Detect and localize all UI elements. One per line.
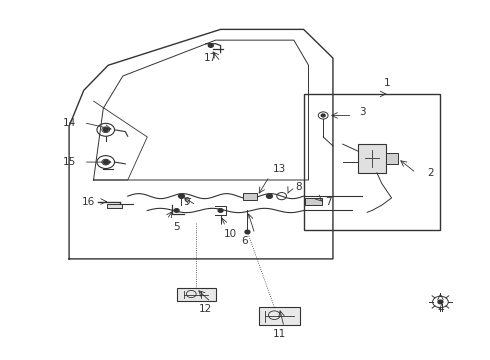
Text: 2: 2 (427, 168, 434, 178)
Circle shape (178, 194, 184, 198)
Bar (107, 204, 122, 208)
Text: 11: 11 (272, 329, 286, 339)
Bar (176, 288, 216, 301)
Text: 15: 15 (63, 157, 76, 167)
Text: 6: 6 (242, 236, 248, 246)
Text: 8: 8 (295, 182, 302, 192)
Circle shape (103, 160, 108, 164)
Text: 10: 10 (224, 229, 237, 239)
Circle shape (218, 209, 223, 212)
Circle shape (208, 44, 213, 47)
Circle shape (267, 194, 272, 198)
Bar (386, 153, 398, 164)
Text: 14: 14 (63, 118, 76, 128)
Circle shape (245, 230, 250, 234)
Text: 16: 16 (82, 197, 95, 207)
Bar (243, 193, 257, 200)
Circle shape (438, 300, 443, 304)
Circle shape (174, 209, 179, 212)
Text: 9: 9 (183, 197, 190, 207)
Text: 5: 5 (173, 222, 180, 231)
Circle shape (103, 128, 108, 132)
Bar (305, 198, 322, 205)
Text: 17: 17 (204, 53, 218, 63)
Text: 3: 3 (359, 107, 366, 117)
Text: 1: 1 (383, 78, 390, 88)
Circle shape (321, 114, 325, 117)
Bar (358, 144, 386, 173)
Text: 13: 13 (272, 164, 286, 174)
Text: 12: 12 (199, 304, 213, 314)
Text: 7: 7 (325, 197, 331, 207)
Bar (259, 307, 300, 325)
Bar (304, 94, 441, 230)
Text: 4: 4 (437, 304, 444, 314)
